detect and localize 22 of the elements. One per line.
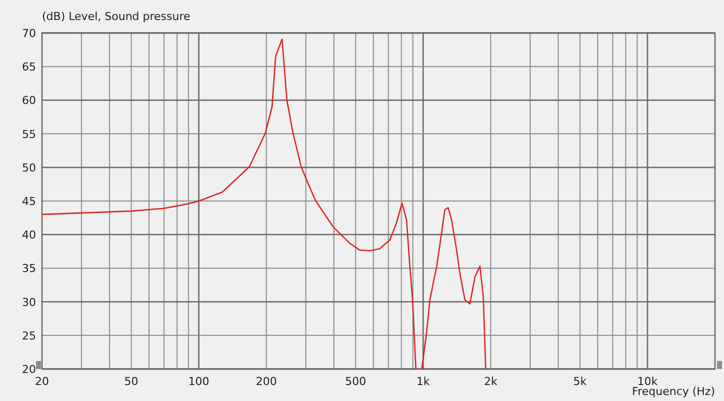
x-axis-title: Frequency (Hz): [632, 385, 715, 398]
y-tick-label: 60: [22, 94, 36, 108]
x-tick-label: 200: [256, 375, 277, 388]
x-tick-label: 50: [124, 375, 138, 388]
x-tick-label: 10k: [637, 375, 658, 388]
y-tick-label: 45: [22, 195, 36, 208]
y-tick-label: 55: [22, 128, 36, 141]
y-tick-label: 50: [22, 161, 36, 174]
y-tick-label: 30: [22, 296, 36, 309]
y-tick-label: 20: [22, 363, 36, 376]
x-tick-label: 100: [188, 375, 210, 388]
x-tick-label: 20: [35, 375, 49, 388]
y-tick-label: 25: [22, 329, 36, 342]
y-axis-title: (dB) Level, Sound pressure: [42, 10, 191, 23]
y-tick-label: 65: [22, 60, 36, 74]
y-tick-label: 35: [22, 262, 36, 276]
y-tick-label: 40: [22, 228, 36, 242]
x-tick-label: 1k: [416, 375, 430, 388]
x-tick-label: 5k: [573, 375, 588, 388]
x-tick-label: 2k: [484, 375, 498, 388]
x-tick-label: 500: [345, 375, 366, 388]
y-tick-label: 70: [22, 27, 36, 40]
